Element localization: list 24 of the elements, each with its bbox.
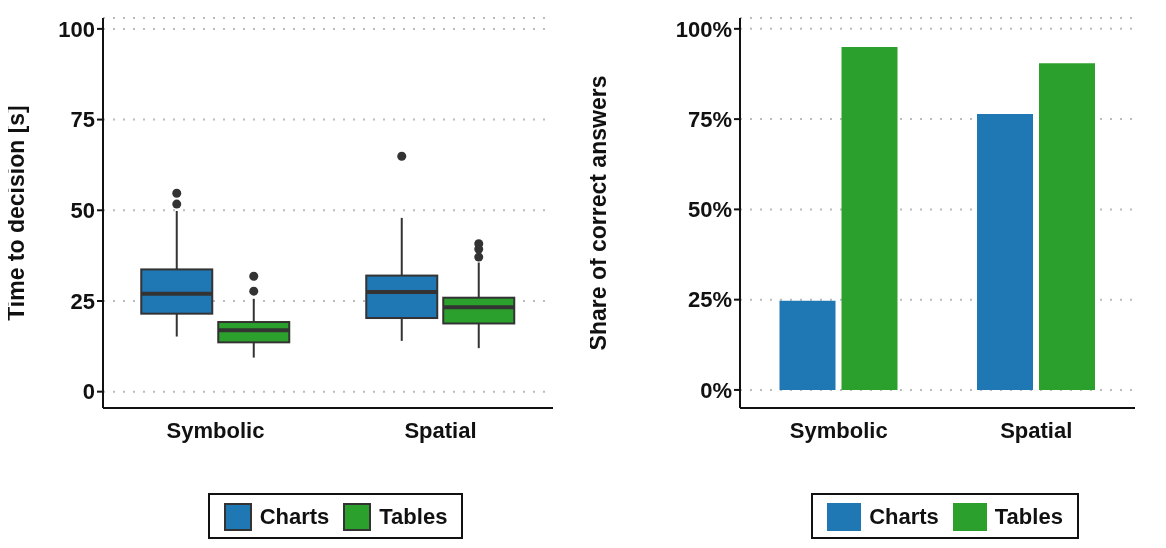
legend-label: Tables	[379, 504, 448, 530]
y-tick-label: 50%	[687, 197, 732, 223]
legend-label: Charts	[869, 504, 939, 530]
legend-label: Tables	[994, 504, 1063, 530]
y-tick-label: 0	[82, 379, 95, 405]
bar	[1039, 63, 1095, 390]
legend-label: Charts	[259, 504, 330, 530]
x-tick-label: Symbolic	[166, 417, 265, 443]
y-axis-title: Time to decision [s]	[3, 105, 30, 321]
x-tick-label: Spatial	[1000, 417, 1073, 443]
y-tick-label: 25%	[687, 287, 732, 313]
x-tick-label: Spatial	[404, 417, 477, 443]
y-tick-label: 100	[58, 16, 95, 42]
y-tick-label: 50	[70, 198, 95, 224]
y-tick-label: 25	[70, 288, 95, 314]
y-tick-label: 75	[70, 107, 95, 133]
y-tick-label: 0%	[700, 377, 732, 403]
bar	[779, 300, 836, 390]
y-tick-label: 100%	[675, 16, 732, 42]
bar	[977, 114, 1033, 390]
x-tick-label: Symbolic	[789, 417, 888, 443]
y-tick-label: 75%	[687, 106, 732, 132]
y-axis-title: Share of correct answers	[585, 75, 612, 351]
bar	[841, 46, 898, 390]
